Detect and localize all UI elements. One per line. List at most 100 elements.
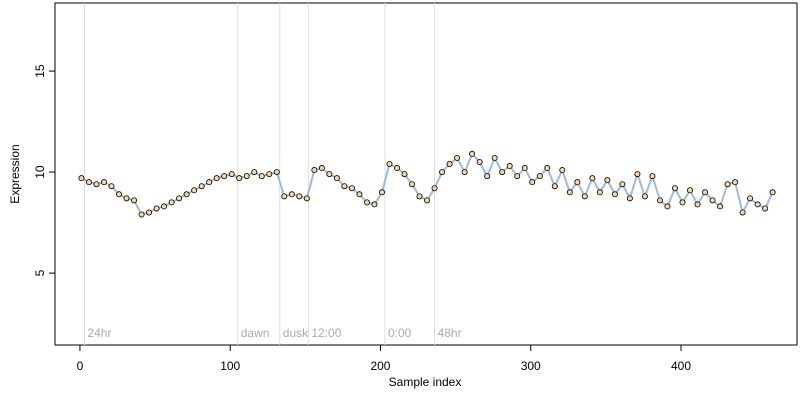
point	[514, 173, 521, 180]
point	[551, 183, 558, 190]
point	[634, 171, 641, 178]
point	[281, 193, 288, 200]
point	[679, 199, 686, 206]
annotation: 0:00	[388, 326, 412, 340]
point	[228, 171, 235, 178]
point	[619, 181, 626, 188]
point	[146, 209, 153, 216]
x-tick-label: 100	[220, 359, 240, 373]
x-tick-label: 0	[77, 359, 84, 373]
point	[649, 173, 656, 180]
point	[273, 169, 280, 176]
point	[363, 199, 370, 206]
point	[243, 173, 250, 180]
point	[664, 203, 671, 210]
point	[702, 189, 709, 196]
point	[100, 179, 107, 186]
x-tick-label: 400	[671, 359, 691, 373]
annotation: 12:00	[311, 326, 341, 340]
point	[544, 165, 551, 172]
point	[85, 179, 92, 186]
y-tick-label: 15	[33, 64, 47, 78]
point	[183, 191, 190, 198]
point	[574, 179, 581, 186]
point	[491, 154, 498, 161]
annotation: 48hr	[438, 326, 462, 340]
point	[296, 193, 303, 200]
point	[559, 167, 566, 174]
point	[191, 187, 198, 194]
point	[529, 179, 536, 186]
point	[709, 197, 716, 204]
point	[566, 189, 573, 196]
point	[694, 201, 701, 208]
point	[446, 161, 453, 168]
point	[476, 158, 483, 165]
point	[484, 173, 491, 180]
point	[236, 175, 243, 182]
point	[469, 150, 476, 157]
plot-frame	[54, 2, 798, 346]
y-axis-label: Expression	[8, 144, 22, 203]
point	[424, 197, 431, 204]
point	[78, 175, 85, 182]
point	[303, 195, 310, 202]
point	[589, 175, 596, 182]
point	[461, 169, 468, 176]
point	[732, 179, 739, 186]
point	[656, 197, 663, 204]
point	[333, 175, 340, 182]
y-tick-label: 5	[33, 269, 47, 276]
point	[687, 187, 694, 194]
point	[416, 193, 423, 200]
point	[431, 185, 438, 192]
point	[739, 209, 746, 216]
x-axis-label: Sample index	[389, 375, 462, 389]
point	[596, 189, 603, 196]
point	[754, 201, 761, 208]
annotation: 24hr	[87, 326, 111, 340]
point	[356, 191, 363, 198]
point	[724, 181, 731, 188]
point	[153, 205, 160, 212]
annotation: dawn	[241, 326, 270, 340]
point	[626, 195, 633, 202]
point	[581, 193, 588, 200]
point	[393, 165, 400, 172]
point	[371, 201, 378, 208]
point	[499, 169, 506, 176]
annotation: dusk	[283, 326, 309, 340]
point	[604, 177, 611, 184]
point	[762, 205, 769, 212]
point	[671, 185, 678, 192]
point	[206, 179, 213, 186]
point	[108, 183, 115, 190]
point	[251, 169, 258, 176]
point	[521, 165, 528, 172]
point	[439, 169, 446, 176]
point	[311, 167, 318, 174]
point	[409, 181, 416, 188]
point	[221, 173, 228, 180]
point	[378, 189, 385, 196]
point	[348, 185, 355, 192]
point	[341, 183, 348, 190]
y-tick-label: 10	[33, 165, 47, 179]
x-tick-label: 200	[370, 359, 390, 373]
point	[168, 199, 175, 206]
point	[288, 191, 295, 198]
point	[386, 161, 393, 168]
point	[747, 195, 754, 202]
point	[258, 173, 265, 180]
point	[318, 165, 325, 172]
point	[131, 197, 138, 204]
point	[266, 171, 273, 178]
point	[401, 171, 408, 178]
point	[198, 183, 205, 190]
x-tick-label: 300	[521, 359, 541, 373]
point	[769, 189, 776, 196]
point	[123, 195, 130, 202]
point	[611, 191, 618, 198]
point	[138, 211, 145, 218]
